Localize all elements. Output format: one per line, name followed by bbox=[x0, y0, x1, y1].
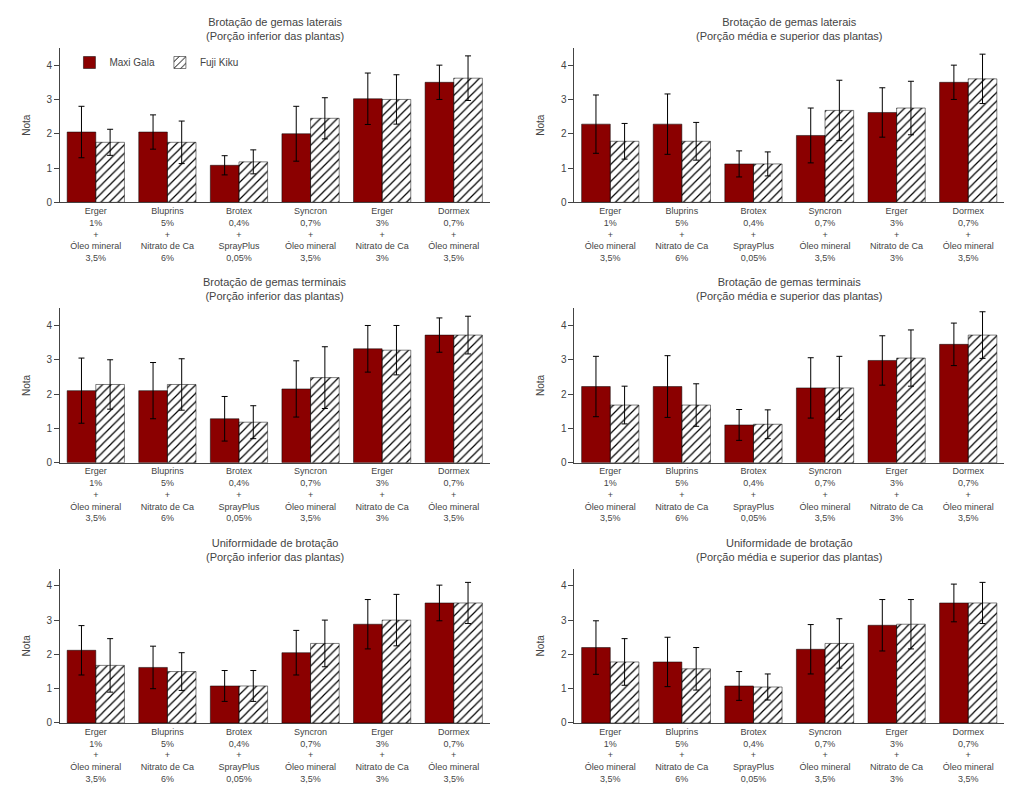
svg-text:Brotex0,4%+SprayPlus0,05%: Brotex0,4%+SprayPlus0,05% bbox=[733, 466, 775, 523]
svg-text:Erger1%+Óleo mineral3,5%: Erger1%+Óleo mineral3,5% bbox=[585, 206, 636, 263]
svg-text:2: 2 bbox=[561, 389, 567, 400]
svg-text:0: 0 bbox=[46, 457, 52, 468]
svg-text:Brotex0,4%+SprayPlus0,05%: Brotex0,4%+SprayPlus0,05% bbox=[218, 466, 260, 523]
svg-text:Syncron0,7%+Óleo mineral3,5%: Syncron0,7%+Óleo mineral3,5% bbox=[285, 727, 336, 784]
svg-text:Syncron0,7%+Óleo mineral3,5%: Syncron0,7%+Óleo mineral3,5% bbox=[800, 206, 851, 263]
svg-text:Nota: Nota bbox=[21, 114, 32, 136]
svg-text:Fuji Kiku: Fuji Kiku bbox=[200, 57, 238, 68]
svg-text:Bluprins5%+Nitrato de Ca6%: Bluprins5%+Nitrato de Ca6% bbox=[655, 727, 708, 784]
svg-text:Maxi Gala: Maxi Gala bbox=[109, 57, 154, 68]
svg-text:2: 2 bbox=[561, 649, 567, 660]
svg-text:Nota: Nota bbox=[535, 375, 546, 397]
svg-text:Brotação de gemas laterais(Por: Brotação de gemas laterais(Porção inferi… bbox=[206, 16, 344, 42]
svg-text:0: 0 bbox=[561, 457, 567, 468]
svg-text:Nota: Nota bbox=[21, 375, 32, 397]
svg-text:1: 1 bbox=[46, 423, 52, 434]
svg-text:Erger1%+Óleo mineral3,5%: Erger1%+Óleo mineral3,5% bbox=[585, 466, 636, 523]
svg-text:Dormex0,7%+Óleo mineral3,5%: Dormex0,7%+Óleo mineral3,5% bbox=[943, 727, 994, 784]
svg-text:2: 2 bbox=[46, 128, 52, 139]
svg-text:Nota: Nota bbox=[21, 635, 32, 657]
svg-text:3: 3 bbox=[561, 615, 567, 626]
svg-text:3: 3 bbox=[561, 354, 567, 365]
svg-text:Nota: Nota bbox=[535, 114, 546, 136]
svg-text:Erger1%+Óleo mineral3,5%: Erger1%+Óleo mineral3,5% bbox=[70, 206, 121, 263]
svg-text:Brotação de gemas laterais(Por: Brotação de gemas laterais(Porção média … bbox=[696, 16, 882, 42]
svg-text:Erger3%+Nitrato de Ca3%: Erger3%+Nitrato de Ca3% bbox=[356, 206, 409, 263]
svg-text:Erger3%+Nitrato de Ca3%: Erger3%+Nitrato de Ca3% bbox=[870, 727, 923, 784]
svg-text:Bluprins5%+Nitrato de Ca6%: Bluprins5%+Nitrato de Ca6% bbox=[141, 727, 194, 784]
svg-text:Brotex0,4%+SprayPlus0,05%: Brotex0,4%+SprayPlus0,05% bbox=[218, 727, 260, 784]
svg-text:0: 0 bbox=[561, 717, 567, 728]
svg-text:4: 4 bbox=[46, 320, 52, 331]
svg-text:Syncron0,7%+Óleo mineral3,5%: Syncron0,7%+Óleo mineral3,5% bbox=[285, 206, 336, 263]
svg-text:1: 1 bbox=[46, 163, 52, 174]
svg-text:1: 1 bbox=[561, 683, 567, 694]
svg-text:Syncron0,7%+Óleo mineral3,5%: Syncron0,7%+Óleo mineral3,5% bbox=[800, 466, 851, 523]
svg-text:Bluprins5%+Nitrato de Ca6%: Bluprins5%+Nitrato de Ca6% bbox=[141, 206, 194, 263]
svg-text:Dormex0,7%+Óleo mineral3,5%: Dormex0,7%+Óleo mineral3,5% bbox=[943, 466, 994, 523]
svg-text:4: 4 bbox=[561, 60, 567, 71]
svg-text:3: 3 bbox=[561, 94, 567, 105]
svg-text:0: 0 bbox=[561, 197, 567, 208]
svg-text:Bluprins5%+Nitrato de Ca6%: Bluprins5%+Nitrato de Ca6% bbox=[655, 206, 708, 263]
svg-text:Dormex0,7%+Óleo mineral3,5%: Dormex0,7%+Óleo mineral3,5% bbox=[428, 466, 479, 523]
svg-text:Brotex0,4%+SprayPlus0,05%: Brotex0,4%+SprayPlus0,05% bbox=[218, 206, 260, 263]
svg-text:0: 0 bbox=[46, 717, 52, 728]
svg-text:2: 2 bbox=[561, 128, 567, 139]
svg-text:4: 4 bbox=[561, 580, 567, 591]
svg-text:Erger3%+Nitrato de Ca3%: Erger3%+Nitrato de Ca3% bbox=[870, 206, 923, 263]
svg-text:Erger3%+Nitrato de Ca3%: Erger3%+Nitrato de Ca3% bbox=[356, 727, 409, 784]
svg-text:Brotação de gemas terminais(Po: Brotação de gemas terminais(Porção infer… bbox=[203, 276, 347, 302]
svg-text:Dormex0,7%+Óleo mineral3,5%: Dormex0,7%+Óleo mineral3,5% bbox=[428, 206, 479, 263]
svg-text:1: 1 bbox=[561, 423, 567, 434]
svg-text:Syncron0,7%+Óleo mineral3,5%: Syncron0,7%+Óleo mineral3,5% bbox=[285, 466, 336, 523]
svg-text:Brotex0,4%+SprayPlus0,05%: Brotex0,4%+SprayPlus0,05% bbox=[733, 206, 775, 263]
svg-text:Bluprins5%+Nitrato de Ca6%: Bluprins5%+Nitrato de Ca6% bbox=[655, 466, 708, 523]
svg-text:3: 3 bbox=[46, 615, 52, 626]
svg-text:1: 1 bbox=[46, 683, 52, 694]
svg-text:4: 4 bbox=[561, 320, 567, 331]
svg-text:Erger3%+Nitrato de Ca3%: Erger3%+Nitrato de Ca3% bbox=[870, 466, 923, 523]
svg-text:4: 4 bbox=[46, 60, 52, 71]
svg-text:Uniformidade de brotação(Porçã: Uniformidade de brotação(Porção média e … bbox=[696, 537, 882, 563]
svg-text:2: 2 bbox=[46, 649, 52, 660]
svg-text:3: 3 bbox=[46, 354, 52, 365]
svg-text:Erger1%+Óleo mineral3,5%: Erger1%+Óleo mineral3,5% bbox=[70, 727, 121, 784]
svg-text:2: 2 bbox=[46, 389, 52, 400]
svg-text:0: 0 bbox=[46, 197, 52, 208]
svg-text:Bluprins5%+Nitrato de Ca6%: Bluprins5%+Nitrato de Ca6% bbox=[141, 466, 194, 523]
svg-text:Dormex0,7%+Óleo mineral3,5%: Dormex0,7%+Óleo mineral3,5% bbox=[428, 727, 479, 784]
svg-text:Dormex0,7%+Óleo mineral3,5%: Dormex0,7%+Óleo mineral3,5% bbox=[943, 206, 994, 263]
svg-text:1: 1 bbox=[561, 163, 567, 174]
svg-text:Erger3%+Nitrato de Ca3%: Erger3%+Nitrato de Ca3% bbox=[356, 466, 409, 523]
svg-text:Uniformidade de brotação(Porçã: Uniformidade de brotação(Porção inferior… bbox=[206, 537, 344, 563]
svg-text:Brotação de gemas terminais(Po: Brotação de gemas terminais(Porção média… bbox=[696, 276, 882, 302]
svg-text:Nota: Nota bbox=[535, 635, 546, 657]
svg-text:Erger1%+Óleo mineral3,5%: Erger1%+Óleo mineral3,5% bbox=[70, 466, 121, 523]
svg-text:Brotex0,4%+SprayPlus0,05%: Brotex0,4%+SprayPlus0,05% bbox=[733, 727, 775, 784]
svg-text:Syncron0,7%+Óleo mineral3,5%: Syncron0,7%+Óleo mineral3,5% bbox=[800, 727, 851, 784]
svg-text:3: 3 bbox=[46, 94, 52, 105]
svg-text:4: 4 bbox=[46, 580, 52, 591]
svg-text:Erger1%+Óleo mineral3,5%: Erger1%+Óleo mineral3,5% bbox=[585, 727, 636, 784]
